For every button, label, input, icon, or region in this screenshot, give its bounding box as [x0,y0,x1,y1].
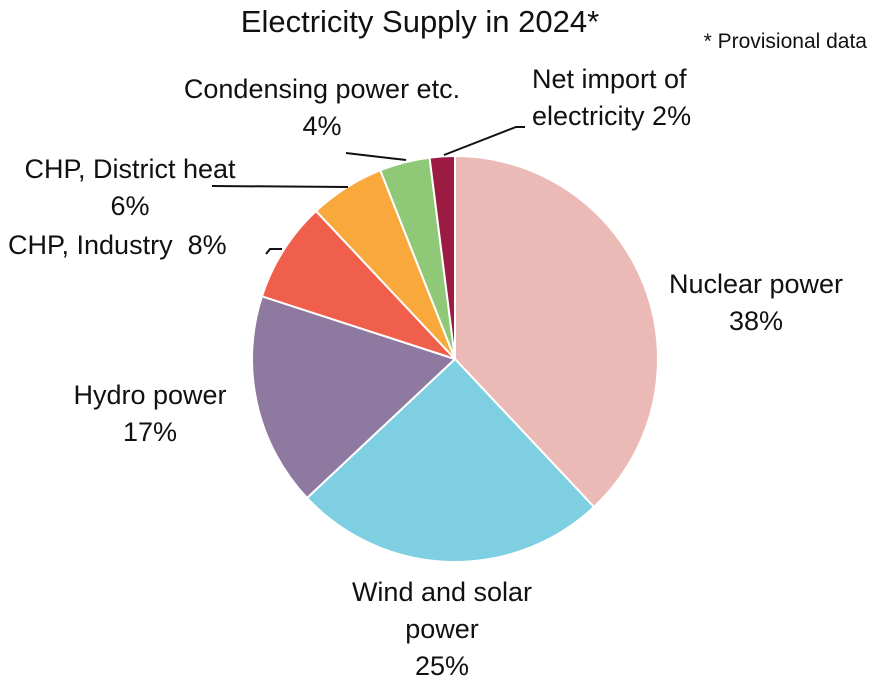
label-chp-industry: CHP, Industry 8% [8,227,227,264]
slice-value: 4% [302,111,342,141]
label-chp-district-heat: CHP, District heat 6% [2,151,258,225]
slice-name: CHP, Industry [8,230,173,260]
slice-value: 25% [414,651,470,681]
label-nuclear-power: Nuclear power 38% [640,266,872,340]
pie-slice-wind-and-solar-power [305,357,596,563]
slice-value: 2% [652,101,692,131]
label-condensing-power: Condensing power etc. 4% [150,71,494,145]
footnote: * Provisional data [703,30,867,53]
label-net-import: Net import of electricity 2% [532,61,732,135]
pie-slice-net-import-of-electricity [428,154,456,360]
slice-name: CHP, District heat [24,154,236,184]
label-wind-solar: Wind and solar power 25% [322,574,562,685]
chart-title: Electricity Supply in 2024* [240,4,600,39]
pie-slice-chp-industry [260,209,456,360]
slice-name: Condensing power etc. [183,74,461,104]
pie-slice-hydro-power [251,295,457,500]
slice-value: 17% [122,417,178,447]
leader-line-net-import [443,126,525,156]
leader-line-industry [265,248,282,255]
leader-line-district-heat [211,185,349,188]
slice-name: Hydro power [73,380,227,410]
slice-name: Net import of electricity [532,64,687,131]
pie-slice-nuclear-power [454,154,659,509]
slice-value: 38% [728,306,784,336]
label-hydro-power: Hydro power 17% [40,377,260,451]
slice-name: Nuclear power [668,269,844,299]
leader-line-condensing [345,152,407,161]
slice-value: 8% [187,230,227,260]
slice-value: 6% [110,191,150,221]
slice-name: Wind and solar power [351,577,533,644]
